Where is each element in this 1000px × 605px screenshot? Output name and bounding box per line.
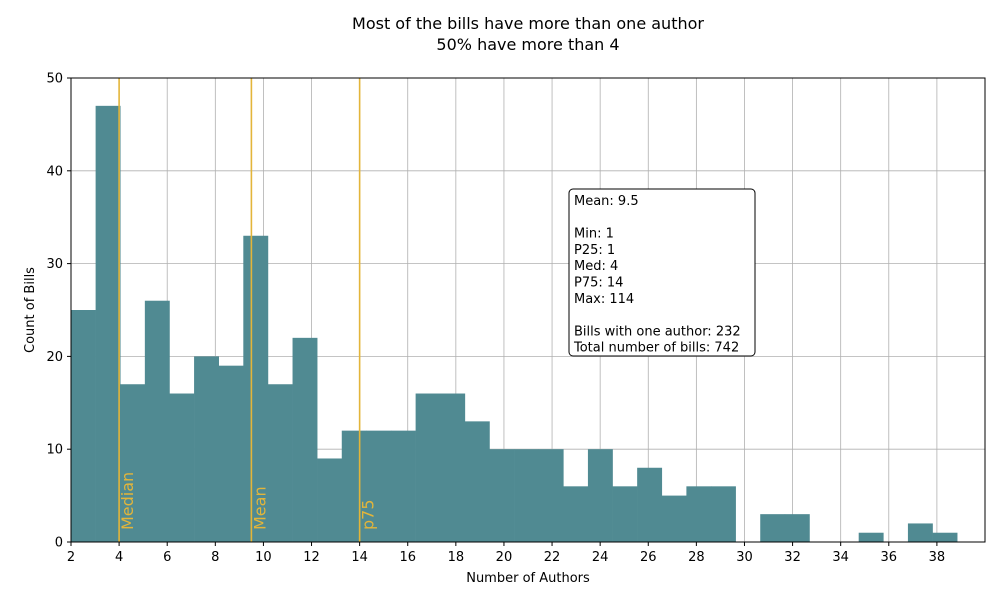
reference-line-label: Mean	[250, 486, 269, 530]
histogram-bar	[292, 337, 318, 542]
histogram-bar	[243, 235, 269, 542]
x-tick-label: 32	[784, 550, 801, 565]
x-tick-label: 30	[736, 550, 753, 565]
stats-box-frame	[568, 188, 756, 357]
x-tick-label: 18	[448, 550, 465, 565]
x-tick-label: 8	[211, 550, 219, 565]
stats-line: Bills with one author: 232	[574, 324, 741, 339]
histogram-bar	[366, 430, 392, 542]
histogram-bar	[563, 486, 589, 542]
x-tick-label: 34	[832, 550, 849, 565]
histogram-bar	[932, 532, 958, 542]
y-tick-label: 30	[46, 257, 63, 272]
histogram-bar	[440, 393, 466, 542]
x-tick-label: 26	[640, 550, 657, 565]
stats-line: Med: 4	[574, 259, 618, 274]
x-tick-label: 28	[688, 550, 705, 565]
x-tick-label: 36	[881, 550, 898, 565]
x-tick-label: 12	[303, 550, 320, 565]
histogram-bar	[587, 449, 613, 542]
y-axis-label: Count of Bills	[23, 267, 38, 353]
x-axis-label: Number of Authors	[466, 571, 590, 586]
histogram-bar	[711, 486, 736, 542]
x-tick-label: 2	[67, 550, 75, 565]
stats-line: Max: 114	[574, 292, 634, 307]
stats-line: P25: 1	[574, 243, 615, 258]
histogram-bar	[144, 300, 170, 542]
histogram-bar	[907, 523, 933, 542]
reference-line-label: p75	[359, 499, 378, 530]
bars	[71, 105, 958, 542]
histogram-bar	[267, 384, 293, 542]
reference-lines: Median Mean p75	[118, 78, 378, 542]
histogram-bar	[218, 365, 244, 542]
histogram-bar	[784, 514, 810, 542]
histogram-bar	[317, 458, 343, 542]
histogram-bar	[661, 495, 687, 542]
y-tick-label: 50	[46, 72, 63, 87]
x-tick-label: 16	[399, 550, 416, 565]
histogram-bar	[391, 430, 416, 542]
histogram-bar	[514, 449, 539, 542]
histogram-bar	[612, 486, 638, 542]
x-tick-label: 6	[163, 550, 171, 565]
x-tick-label: 10	[255, 550, 272, 565]
histogram-bar	[760, 514, 786, 542]
chart-title: Most of the bills have more than one aut…	[352, 14, 704, 33]
stats-line: Min: 1	[574, 227, 614, 242]
histogram-bar	[169, 393, 195, 542]
histogram-bar	[71, 310, 96, 542]
histogram-bar	[489, 449, 515, 542]
y-tick-label: 0	[55, 536, 63, 551]
histogram-bar	[858, 532, 884, 542]
x-tick-label: 20	[496, 550, 513, 565]
stats-line: Mean: 9.5	[574, 194, 639, 209]
x-tick-label: 38	[929, 550, 946, 565]
histogram-bar	[464, 421, 490, 542]
histogram-bar	[538, 449, 564, 542]
histogram-bar	[637, 467, 663, 542]
ticks: 2 4 6 8 10 12 14 16 18 20 22 24 26 28 30 32 34 36 38010203…	[46, 72, 945, 566]
histogram-bar	[120, 384, 146, 542]
stats-line: P75: 14	[574, 276, 623, 291]
axes-frame	[70, 77, 986, 543]
reference-line-label: Median	[118, 472, 137, 530]
y-tick-label: 40	[46, 164, 63, 179]
stats-line: Total number of bills: 742	[573, 341, 739, 356]
y-tick-label: 20	[46, 350, 63, 365]
histogram-bar	[95, 105, 121, 542]
y-tick-label: 10	[46, 443, 63, 458]
histogram-bar	[415, 393, 441, 542]
x-tick-label: 4	[115, 550, 123, 565]
chart-subtitle: 50% have more than 4	[436, 35, 619, 54]
histogram-bar	[194, 356, 219, 542]
x-tick-label: 22	[544, 550, 561, 565]
histogram-bar	[686, 486, 712, 542]
x-tick-label: 14	[351, 550, 368, 565]
x-tick-label: 24	[592, 550, 609, 565]
histogram-bar	[341, 430, 367, 542]
